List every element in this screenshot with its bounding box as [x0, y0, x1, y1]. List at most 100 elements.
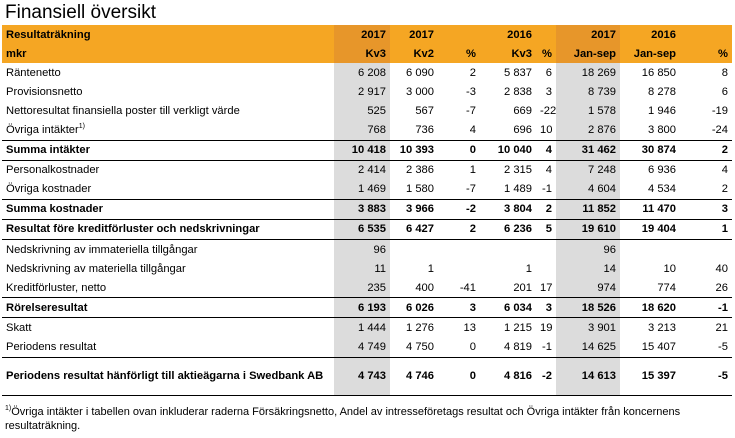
- row-label: Nedskrivning av immateriella tillgångar: [2, 240, 334, 260]
- cell-kv2-2017: 6 427: [390, 218, 438, 241]
- income-statement-table: Resultaträkning 2017 2017 2016 2017 2016 mkr Kv…: [2, 25, 732, 396]
- cell-kv2-2017: 6 090: [406, 66, 434, 79]
- cell-jansep-2016: 3 213: [648, 321, 676, 334]
- footnote-marker: 1): [5, 405, 12, 412]
- footnote-reference: 1): [78, 123, 85, 131]
- cell-jansep-2017: 14 625: [556, 337, 620, 358]
- cell-kv3-2016: 6 034: [480, 297, 536, 319]
- cell-pct-q: 0: [438, 356, 480, 396]
- cell-pct-y: -22: [540, 104, 557, 117]
- cell-pct-y: -1: [542, 341, 552, 354]
- table-row: Nedskrivning av immateriella tillgångar 9…: [2, 239, 732, 260]
- header-cell-pct-q: %: [438, 44, 480, 64]
- cell-kv2-2017: 736: [415, 124, 434, 137]
- table-row: Provisionsnetto 2 917 3 000 -3 2 838 3 8 739 8 …: [2, 82, 732, 102]
- cell-pct-ytd: 8: [721, 66, 728, 79]
- row-label-text: Rörelseresultat: [6, 301, 88, 314]
- row-label: Räntenetto: [2, 63, 334, 82]
- header-cell-jansep-2016: 2016: [620, 25, 680, 45]
- cell-pct-y: 3: [545, 85, 552, 98]
- cell-pct-ytd: [680, 240, 732, 260]
- table-row: Räntenetto 6 208 6 090 2 5 837 6 18 269 16 850 8: [2, 63, 732, 83]
- header-cell-kv3-2016: 2016: [480, 25, 536, 45]
- row-label: Rörelseresultat: [2, 297, 334, 319]
- cell-pct-ytd: -5: [718, 341, 728, 354]
- header-cell-kv2-2017: 2017: [390, 25, 438, 45]
- row-label-text: Periodens resultat hänförligt till aktie…: [6, 369, 324, 382]
- cell-pct-q: -2: [438, 198, 480, 220]
- header-cell-pct-ytd: [680, 25, 732, 45]
- cell-jansep-2017: 31 462: [556, 139, 620, 161]
- header-cell-jansep-2017: Jan-sep: [556, 44, 620, 64]
- cell-jansep-2016: 16 850: [641, 66, 676, 79]
- cell-kv2-2017: 2 386: [406, 164, 434, 177]
- cell-kv2-2017: 4 746: [390, 356, 438, 396]
- footnote: 1)Övriga intäkter i tabellen ovan inklud…: [5, 405, 720, 433]
- cell-kv3-2017: 2 917: [334, 82, 390, 102]
- cell-pct-ytd: 2: [680, 139, 732, 161]
- cell-kv3-2016: 2 315: [504, 164, 532, 177]
- cell-kv2-2017: 10 393: [390, 139, 438, 161]
- cell-kv3-2016: 4 816: [480, 356, 536, 396]
- row-label-text: Skatt: [6, 321, 32, 334]
- cell-pct-y: -1: [542, 183, 552, 196]
- cell-pct-ytd: 6: [721, 85, 728, 98]
- row-label: Summa kostnader: [2, 198, 334, 220]
- header-cell-kv3-2016: Kv3: [480, 44, 536, 64]
- cell-pct-y: 4: [545, 164, 552, 177]
- cell-pct-ytd: 4: [721, 164, 728, 177]
- cell-kv3-2016: 201: [513, 281, 532, 294]
- cell-jansep-2016: 6 936: [648, 164, 676, 177]
- table-row: Personalkostnader 2 414 2 386 1 2 315 4 7 248 6…: [2, 160, 732, 180]
- header-cell-pct-y: %: [536, 44, 556, 64]
- table-row: Kreditförluster, netto 235 400 -41 201 17 974 7…: [2, 278, 732, 298]
- cell-pct-q: -3: [466, 85, 476, 98]
- cell-pct-q: 2: [469, 66, 476, 79]
- cell-pct-y: 5: [536, 218, 556, 241]
- cell-kv3-2016: 1: [525, 262, 532, 275]
- row-label: Övriga kostnader: [2, 180, 334, 200]
- row-label-text: Räntenetto: [6, 66, 61, 79]
- cell-kv3-2017: 3 883: [334, 198, 390, 220]
- cell-pct-q: [438, 259, 480, 278]
- cell-pct-ytd: -1: [680, 297, 732, 319]
- cell-pct-q: [438, 240, 480, 260]
- row-label-text: Nettoresultat finansiella poster till ve…: [6, 104, 240, 117]
- table-row: Övriga intäkter1) 768 736 4 696 10 2 876 3 800-…: [2, 120, 732, 141]
- header-cell-jansep-2017: 2017: [556, 25, 620, 45]
- cell-kv2-2017: 400: [415, 281, 434, 294]
- row-label: Provisionsnetto: [2, 82, 334, 101]
- cell-kv3-2016: 6 236: [480, 218, 536, 241]
- row-label: Periodens resultat hänförligt till aktie…: [2, 356, 334, 396]
- cell-jansep-2017: 974: [556, 278, 620, 298]
- header-cell-pct-q: [438, 25, 480, 45]
- cell-pct-ytd: -24: [711, 124, 728, 137]
- cell-kv2-2017: 3 000: [406, 85, 434, 98]
- cell-kv3-2016: 696: [513, 124, 532, 137]
- row-label-text: Övriga intäkter: [6, 124, 79, 137]
- cell-kv3-2017: 235: [334, 278, 390, 298]
- page-title: Finansiell översikt: [5, 2, 156, 23]
- cell-pct-y: 2: [536, 198, 556, 220]
- cell-kv2-2017: [390, 240, 438, 260]
- row-label-text: Summa intäkter: [6, 144, 90, 157]
- row-label-text: Provisionsnetto: [6, 85, 83, 98]
- cell-kv3-2016: 4 819: [504, 341, 532, 354]
- cell-pct-q: 0: [438, 139, 480, 161]
- row-label-text: Periodens resultat: [6, 341, 97, 354]
- cell-pct-y: 3: [536, 297, 556, 319]
- cell-kv3-2016: 2 838: [504, 85, 532, 98]
- cell-pct-q: 4: [469, 124, 476, 137]
- cell-jansep-2017: 14 613: [556, 356, 620, 396]
- cell-kv3-2016: 5 837: [504, 66, 532, 79]
- table-row: Övriga kostnader 1 469 1 580 -7 1 489 -1 4 604…: [2, 179, 732, 200]
- table-row: Summa kostnader 3 883 3 966 -2 3 804 2 11 852 1…: [2, 198, 732, 220]
- cell-pct-y: -2: [536, 356, 556, 396]
- cell-pct-ytd: 3: [680, 198, 732, 220]
- cell-pct-q: -7: [466, 183, 476, 196]
- cell-jansep-2016: [620, 240, 680, 260]
- cell-kv3-2016: 1 489: [504, 183, 532, 196]
- cell-kv3-2016: 10 040: [480, 139, 536, 161]
- cell-kv3-2017: 96: [334, 239, 390, 260]
- cell-jansep-2016: 10: [663, 262, 676, 275]
